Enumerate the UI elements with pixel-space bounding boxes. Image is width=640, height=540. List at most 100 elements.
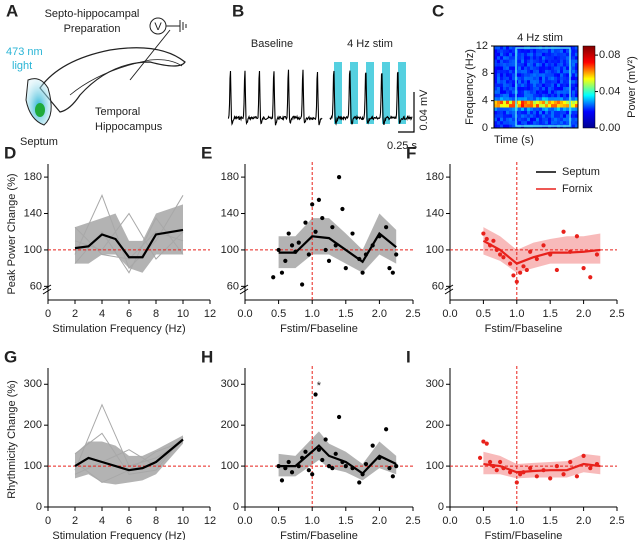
spectrogram-cell — [500, 104, 504, 108]
spectrogram-cell — [563, 83, 567, 88]
spectrogram-cell — [506, 69, 510, 74]
spectrogram-cell — [557, 100, 561, 105]
spectrogram-cell — [521, 52, 525, 57]
spectrogram-cell — [527, 73, 531, 78]
y-tick-label: 12 — [476, 40, 488, 52]
spectrogram-cell — [560, 52, 564, 57]
spectrogram-cell — [548, 76, 552, 81]
spectrogram-cell — [536, 93, 540, 98]
spectrogram-cell — [533, 59, 537, 64]
x-tick-label: 2.0 — [372, 515, 387, 527]
spectrogram-cell — [554, 114, 558, 119]
data-point — [300, 282, 305, 287]
spectrogram-cell — [551, 63, 555, 67]
spectrogram-cell — [524, 87, 528, 91]
stim-bar — [398, 62, 406, 124]
y-tick-label: 0 — [233, 501, 239, 513]
data-point — [306, 468, 311, 473]
y-tick-label: 4 — [482, 95, 488, 107]
spectrogram-cell — [536, 80, 540, 84]
spectrogram-cell — [500, 107, 504, 112]
spectrogram-cell — [533, 97, 537, 101]
spectrogram-cell — [560, 90, 564, 95]
spectrogram-cell — [563, 80, 567, 84]
spectrogram-cell — [545, 66, 549, 71]
x-tick-label: 0.5 — [476, 515, 491, 527]
spectrogram-cell — [545, 121, 549, 125]
data-point — [330, 225, 335, 230]
spectrogram-cell — [494, 104, 498, 108]
spectrogram-cell — [497, 97, 501, 101]
spectrogram-cell — [551, 104, 555, 108]
spectrogram-cell — [506, 66, 510, 71]
diagram-title: Preparation — [64, 23, 121, 35]
y-tick-label: 100 — [221, 244, 239, 256]
spectrogram-cell — [494, 97, 498, 101]
spectrogram-cell — [563, 56, 567, 60]
x-tick-label: 4 — [99, 515, 105, 527]
spectrogram-cell — [509, 93, 513, 98]
x-tick-label: 2.0 — [576, 308, 591, 320]
data-point — [574, 234, 580, 239]
spectrogram-cell — [512, 73, 516, 78]
spectrogram-cell — [554, 49, 558, 54]
spectrogram-cell — [524, 104, 528, 108]
spectrogram-cell — [545, 80, 549, 84]
spectrogram-cell — [548, 117, 552, 122]
spectrogram-cell — [524, 59, 528, 64]
spectrogram-cell — [518, 100, 522, 105]
data-point — [484, 236, 489, 242]
spectrogram-cell — [575, 117, 579, 122]
spectrogram-cell — [524, 73, 528, 78]
spectrogram-cell — [527, 100, 531, 105]
spectrogram-cell — [494, 117, 498, 122]
spectrogram-cell — [527, 87, 531, 91]
spectrogram-cell — [536, 66, 540, 71]
data-point — [340, 206, 345, 212]
spectrogram-cell — [560, 83, 564, 88]
spectrogram-cell — [542, 110, 546, 115]
spectrogram-cell — [563, 69, 567, 74]
spectrogram-cell — [518, 66, 522, 71]
spectrogram-cell — [548, 83, 552, 88]
spectrogram-cell — [518, 104, 522, 108]
spectrogram-cell — [575, 104, 579, 108]
spectrogram-cell — [551, 49, 555, 54]
spectrogram-cell — [509, 104, 513, 108]
spectrogram-cell — [539, 110, 543, 115]
spectrogram-cell — [536, 121, 540, 125]
y-tick-label: 100 — [426, 460, 444, 472]
y-axis-label: Rhythmicity Change (%) — [6, 380, 18, 499]
y-tick-label: 60 — [30, 280, 42, 292]
stim-bar — [366, 62, 374, 124]
x-tick-label: 2.5 — [609, 515, 624, 527]
y-tick-label: 0 — [438, 501, 444, 513]
spectrogram-cell — [500, 90, 504, 95]
y-tick-label: 300 — [24, 378, 42, 390]
spectrogram-cell — [566, 97, 570, 101]
hippocampus-layer — [69, 59, 183, 96]
spectrogram-cell — [533, 56, 537, 60]
spectrogram-cell — [530, 104, 534, 108]
spectrogram-cell — [506, 49, 510, 54]
x-tick-label: 0 — [45, 515, 51, 527]
spectrogram-cell — [563, 100, 567, 105]
x-tick-label: 1.0 — [509, 515, 524, 527]
spectrogram-cell — [542, 107, 546, 112]
spectrogram-cell — [548, 87, 552, 91]
spectrogram-cell — [572, 56, 576, 60]
spectrogram-cell — [566, 93, 570, 98]
spectrogram-cell — [536, 49, 540, 54]
spectrogram-cell — [566, 110, 570, 115]
spectrogram-cell — [572, 107, 576, 112]
spectrogram-cell — [545, 100, 549, 105]
panel-label: I — [406, 347, 411, 366]
spectrogram-cell — [548, 69, 552, 74]
spectrogram-cell — [551, 93, 555, 98]
spectrogram-cell — [494, 124, 498, 129]
data-point — [320, 215, 325, 221]
data-point — [330, 466, 335, 471]
spectrogram-cell — [554, 117, 558, 122]
spectrogram-cell — [500, 69, 504, 74]
panel-label: H — [201, 347, 213, 366]
